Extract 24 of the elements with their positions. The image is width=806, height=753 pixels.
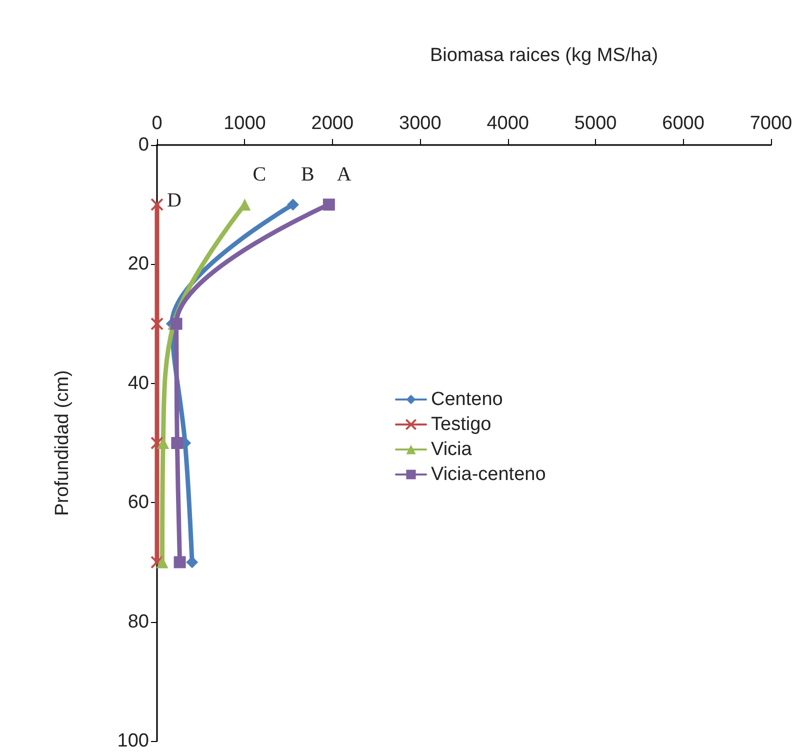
- legend-label: Testigo: [431, 414, 492, 435]
- y-tick-label: 100: [117, 730, 149, 752]
- legend-label: Vicia: [431, 439, 472, 460]
- y-tick-label: 40: [128, 372, 149, 394]
- y-tick-label: 60: [128, 492, 149, 514]
- x-tick-label: 5000: [574, 113, 617, 134]
- annotation: B: [300, 164, 314, 186]
- x-tick-label: 7000: [750, 113, 792, 134]
- y-tick-label: 20: [128, 254, 149, 275]
- y-tick-label: 80: [128, 611, 149, 632]
- legend-label: Vicia-centeno: [431, 464, 546, 485]
- x-tick-label: 1000: [224, 113, 266, 134]
- x-tick-label: 2000: [311, 113, 354, 134]
- annotation: D: [167, 190, 182, 212]
- y-axis-title: Profundidad (cm): [52, 370, 73, 516]
- annotation: C: [252, 164, 266, 186]
- x-tick-label: 4000: [486, 113, 529, 134]
- annotation: A: [336, 164, 352, 186]
- x-axis-title: Biomasa raices (kg MS/ha): [430, 45, 658, 66]
- x-tick-label: 6000: [662, 113, 704, 134]
- legend-label: Centeno: [431, 389, 503, 410]
- y-tick-label: 0: [138, 134, 149, 156]
- x-tick-label: 3000: [399, 113, 442, 134]
- x-tick-label: 0: [152, 113, 162, 134]
